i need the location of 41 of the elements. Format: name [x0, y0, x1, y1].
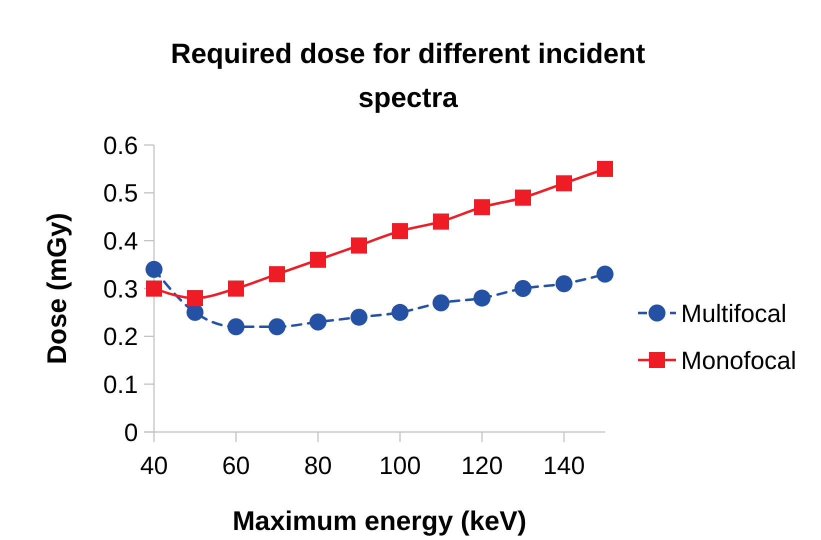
x-tick-label: 120	[461, 452, 503, 480]
y-tick-label: 0.2	[103, 323, 138, 352]
point	[597, 160, 613, 177]
point	[228, 280, 244, 296]
x-tick-label: 100	[379, 452, 421, 480]
x-tick-label: 60	[222, 452, 250, 480]
x-axis-title: Maximum energy (keV)	[232, 506, 527, 536]
point	[187, 290, 203, 306]
point	[556, 175, 572, 192]
point	[432, 294, 450, 312]
point	[228, 318, 244, 336]
point	[514, 280, 532, 297]
y-tick-label: 0.1	[103, 370, 138, 399]
x-tick-label: 40	[140, 452, 168, 480]
point	[596, 266, 614, 283]
point	[146, 260, 162, 278]
point	[556, 275, 572, 292]
point	[268, 318, 286, 336]
y-axis-title: Dose (mGy)	[42, 212, 72, 364]
point	[474, 290, 490, 307]
point	[310, 313, 326, 330]
y-tick-label: 0.5	[103, 180, 138, 208]
point	[351, 237, 367, 254]
x-tick-label: 80	[304, 452, 332, 480]
legend-label: Monofocal	[681, 346, 796, 375]
point	[310, 252, 326, 268]
point	[474, 199, 490, 216]
point	[433, 214, 449, 230]
y-tick-label: 0.4	[103, 227, 138, 256]
point	[515, 190, 531, 206]
y-tick-label: 0	[124, 418, 138, 447]
point	[392, 223, 408, 240]
point	[392, 304, 408, 321]
legend-label: Multifocal	[681, 300, 787, 328]
point	[146, 280, 162, 296]
y-tick-label: 0.6	[103, 132, 138, 160]
point	[350, 308, 368, 326]
y-tick-label: 0.3	[103, 275, 138, 304]
x-tick-label: 140	[543, 452, 585, 480]
point	[269, 266, 285, 282]
chart-title: Required dose for different incident spectra	[170, 38, 646, 113]
